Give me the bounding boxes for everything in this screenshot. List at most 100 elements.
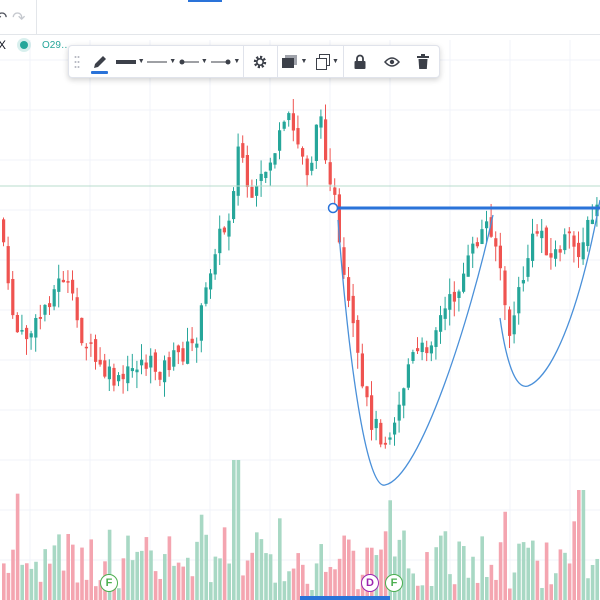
visibility-button[interactable] — [376, 46, 408, 77]
candle-body — [411, 352, 415, 361]
candle-body — [595, 204, 599, 217]
line-thickness-dropdown[interactable]: ▼ — [114, 46, 146, 77]
lock-button[interactable] — [344, 46, 376, 77]
redo-icon[interactable]: ↷ — [12, 10, 26, 27]
trash-icon — [417, 54, 430, 69]
volume-bar — [577, 490, 581, 600]
candle-body — [508, 309, 512, 336]
volume-bar — [498, 542, 503, 600]
symbol-name[interactable]: X — [0, 38, 7, 52]
volume-bar — [503, 511, 507, 600]
volume-bar — [416, 585, 420, 600]
template-dropdown[interactable]: ▼ — [278, 46, 312, 77]
volume-bar — [425, 552, 429, 600]
candle-body — [181, 348, 185, 362]
volume-bar — [337, 558, 342, 600]
volume-bar — [586, 578, 590, 600]
candle-body — [172, 350, 176, 367]
clone-dropdown[interactable]: ▼ — [312, 46, 344, 77]
candle-body — [333, 187, 337, 195]
volume-bar — [356, 589, 360, 600]
line-end-dropdown[interactable]: ▼ — [209, 46, 243, 77]
candle-body — [503, 270, 507, 306]
volume-bar — [590, 564, 595, 600]
volume-bar — [204, 534, 208, 600]
candle-body — [521, 280, 525, 284]
candle-body — [526, 258, 530, 277]
candle-body — [241, 143, 245, 158]
resistance-line-anchor[interactable] — [327, 202, 339, 214]
volume-bar — [388, 500, 392, 600]
candle-body — [540, 230, 544, 239]
toolbar-divider — [277, 46, 279, 77]
volume-bar — [20, 564, 24, 600]
drag-handle[interactable] — [69, 46, 85, 77]
candle-body — [462, 273, 466, 292]
candle-body — [121, 373, 125, 380]
chevron-down-icon: ▼ — [200, 58, 208, 65]
candle-body — [301, 148, 305, 157]
settings-button[interactable] — [244, 46, 278, 77]
financials-event-badge[interactable]: F — [385, 574, 403, 592]
candle-body — [38, 317, 42, 319]
volume-bar — [121, 558, 126, 600]
candle-body — [255, 185, 259, 196]
candle-body — [222, 227, 226, 233]
volume-bar — [245, 560, 250, 600]
candle-body — [15, 315, 19, 333]
cup-curve-drawing[interactable] — [337, 214, 494, 486]
candle-body — [209, 273, 213, 290]
ohlc-values: O29… — [42, 39, 71, 51]
candle-body — [117, 375, 121, 382]
volume-bar — [301, 564, 305, 600]
candle-body — [416, 348, 420, 352]
candle-body — [498, 245, 502, 269]
candle-body — [581, 242, 585, 260]
candle-body — [190, 338, 194, 344]
gear-icon — [254, 55, 267, 68]
volume-bar — [494, 579, 498, 600]
volume-bar — [531, 540, 535, 600]
candle-body — [586, 219, 590, 247]
volume-bar — [140, 550, 144, 600]
line-start-dropdown[interactable]: ▼ — [178, 46, 210, 77]
candle-body — [66, 281, 70, 283]
candle-body — [305, 158, 309, 176]
copy-icon — [316, 53, 331, 70]
volume-bar — [291, 568, 296, 600]
volume-bar — [241, 575, 245, 600]
volume-bar — [71, 544, 75, 600]
volume-bar — [264, 553, 268, 600]
financials-event-badge[interactable]: F — [100, 574, 118, 592]
candle-body — [425, 347, 429, 354]
candle-body — [163, 360, 167, 383]
candle-body — [406, 364, 410, 388]
volume-bar — [406, 568, 411, 600]
volume-bar — [351, 550, 356, 600]
candle-body — [25, 327, 29, 340]
volume-bar — [195, 541, 199, 600]
candle-body — [245, 155, 249, 188]
candle-body — [379, 422, 383, 445]
volume-bar — [462, 546, 466, 600]
candle-body — [140, 359, 144, 366]
volume-bar — [98, 580, 103, 600]
delete-button[interactable] — [407, 46, 439, 77]
undo-icon[interactable]: ↶ — [0, 10, 8, 27]
symbol-legend: X O29… — [0, 36, 71, 54]
volume-bar — [563, 552, 567, 600]
pencil-tool[interactable] — [85, 46, 115, 77]
volume-bar — [512, 572, 517, 600]
candle-body — [204, 287, 208, 304]
volume-bar — [172, 565, 176, 600]
line-style-dropdown[interactable]: ▼ — [146, 46, 178, 77]
candle-body — [324, 119, 328, 161]
time-scale-scroll-indicator[interactable] — [300, 596, 390, 600]
handle-curve-drawing[interactable] — [499, 199, 600, 387]
volume-bar — [310, 589, 314, 600]
dividend-event-badge[interactable]: D — [361, 574, 379, 592]
volume-bar — [213, 556, 218, 600]
candle-body — [278, 130, 282, 151]
candle-body — [273, 153, 277, 165]
